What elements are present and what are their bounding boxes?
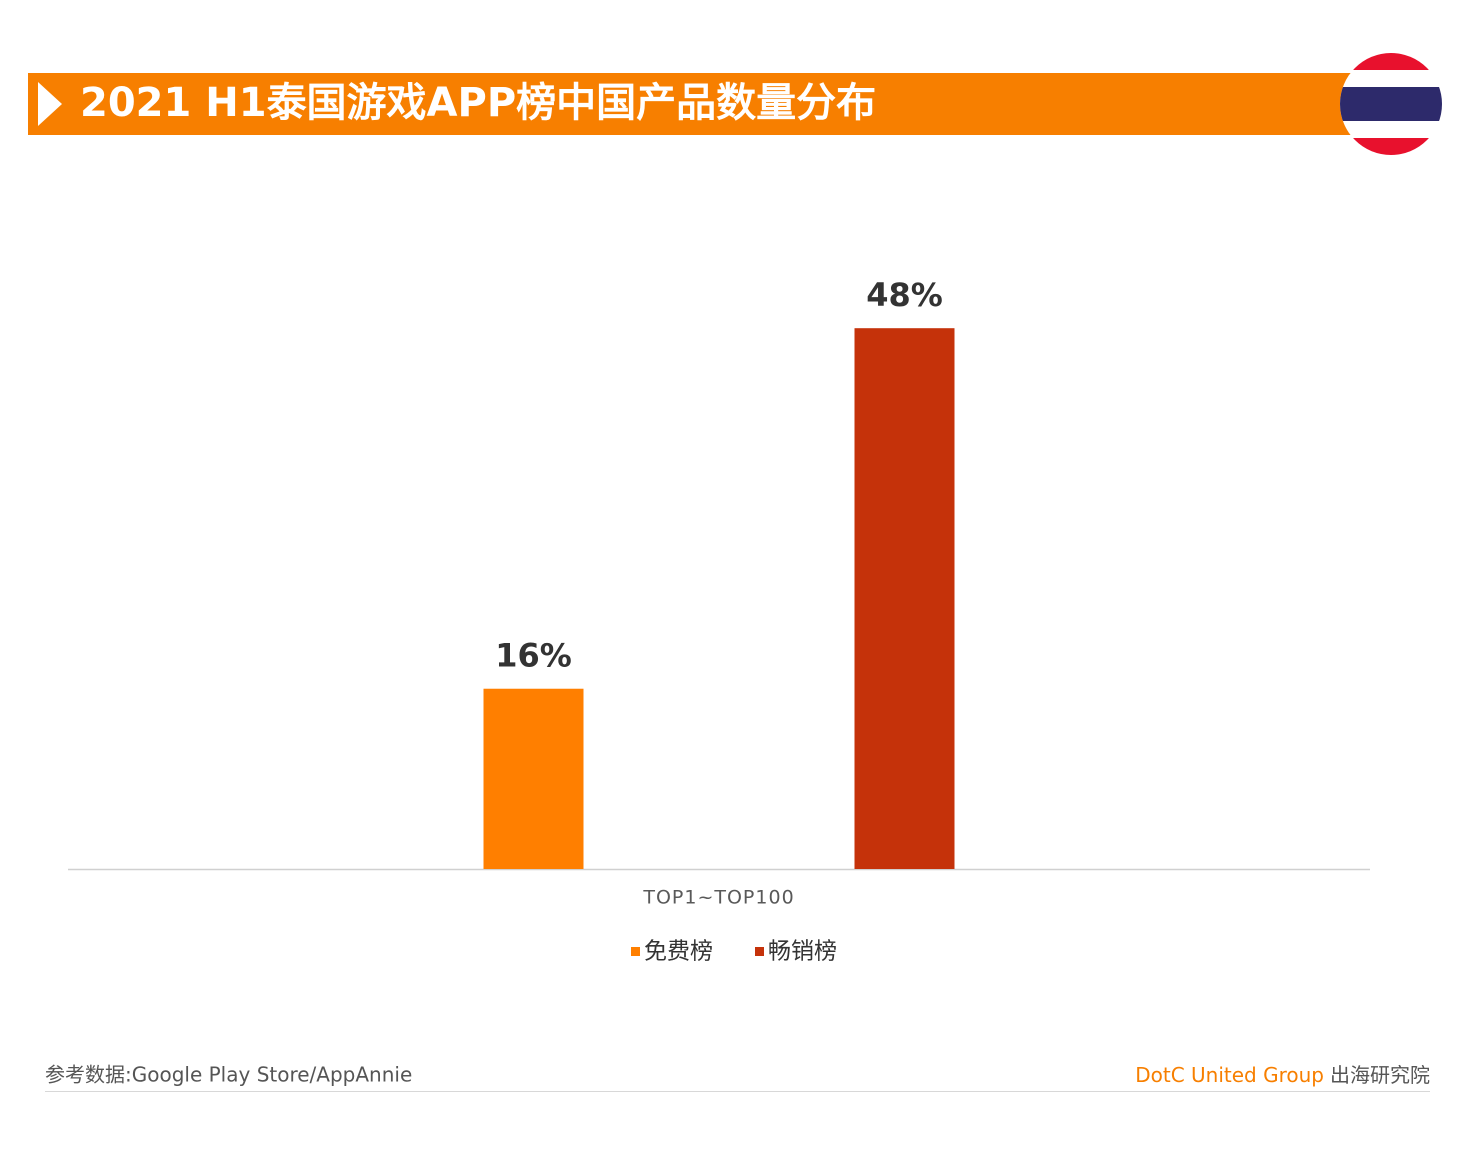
flag [1340,53,1442,155]
value-label: 48% [866,276,943,314]
legend-swatch [755,947,764,956]
bar [854,328,955,869]
legend-label: 免费榜 [644,939,713,965]
legend-label: 畅销榜 [768,939,837,965]
legend-swatch [631,947,640,956]
credit: DotC United Group 出海研究院 [1135,1063,1430,1087]
brand-suffix: 出海研究院 [1330,1063,1430,1087]
bar [483,688,584,869]
chart-title: 2021 H1泰国游戏APP榜中国产品数量分布 [80,80,876,126]
title-bar [28,73,1388,135]
brand: DotC United Group [1135,1063,1324,1087]
x-tick-label: TOP1~TOP100 [642,887,794,909]
value-label: 16% [495,637,572,675]
title-arrow [38,82,62,126]
source: 参考数据:Google Play Store/AppAnnie [45,1063,412,1087]
